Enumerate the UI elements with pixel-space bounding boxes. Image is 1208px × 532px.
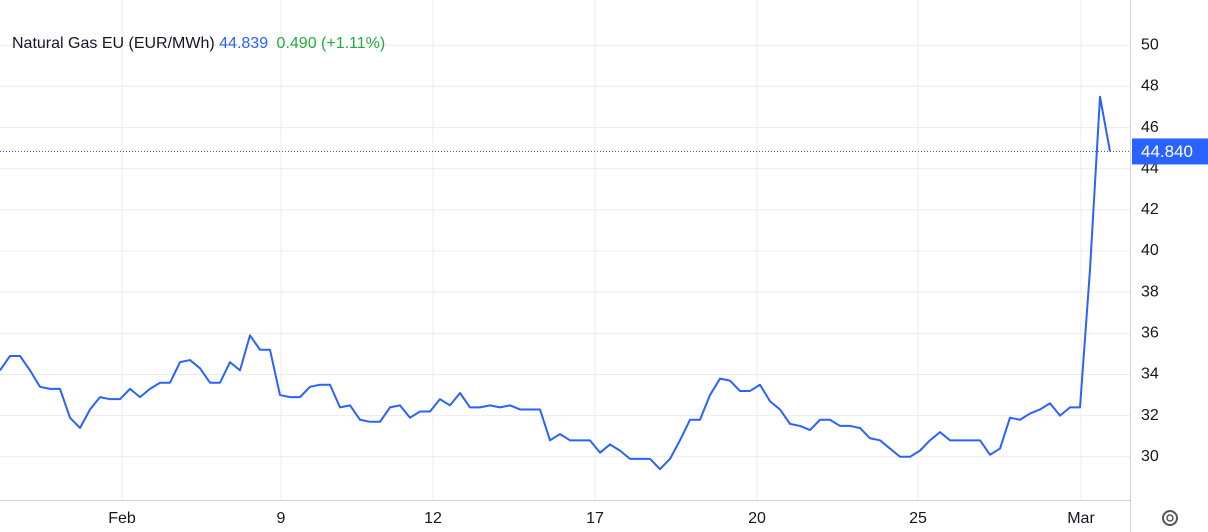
x-tick-label: 17 xyxy=(586,510,604,527)
y-tick-label: 50 xyxy=(1141,36,1159,53)
line xyxy=(0,95,1111,471)
y-tick-label: 42 xyxy=(1141,201,1159,218)
y-tick-label: 38 xyxy=(1141,283,1159,300)
x-tick-label: 12 xyxy=(424,510,442,527)
y-tick-label: 40 xyxy=(1141,242,1159,259)
x-tick-label: Mar xyxy=(1067,510,1095,527)
price-tag-label: 44.840 xyxy=(1141,142,1193,161)
y-tick-label: 48 xyxy=(1141,78,1159,95)
gear[interactable] xyxy=(1162,510,1178,526)
y-tick-label: 34 xyxy=(1141,366,1159,383)
last-value: 44.839 xyxy=(219,35,268,52)
y-tick-label: 46 xyxy=(1141,119,1159,136)
header: Natural Gas EU (EUR/MWh) 44.839 0.490 (+… xyxy=(12,35,385,52)
y-tick-label: 36 xyxy=(1141,325,1159,342)
settings-icon[interactable] xyxy=(1162,510,1178,526)
x-tick-label: 20 xyxy=(748,510,766,527)
x-tick-label: 25 xyxy=(909,510,927,527)
plot xyxy=(0,95,1111,471)
change: 0.490 (+1.11%) xyxy=(277,35,386,52)
grid xyxy=(0,0,1130,500)
title: Natural Gas EU (EUR/MWh) xyxy=(12,35,215,52)
y-tick-label: 30 xyxy=(1141,448,1159,465)
x-tick-label: 9 xyxy=(277,510,286,527)
price-tag xyxy=(1132,138,1208,165)
gear-hub[interactable] xyxy=(1166,514,1174,522)
x-tick-label: Feb xyxy=(108,510,136,527)
y-tick-label: 32 xyxy=(1141,407,1159,424)
